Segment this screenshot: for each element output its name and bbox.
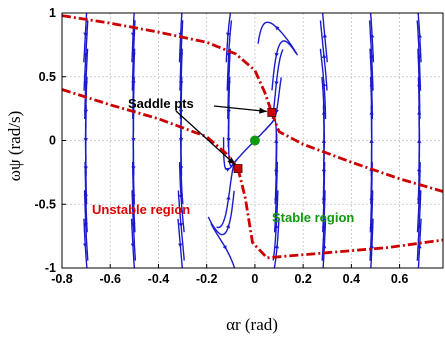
streamline-arrowhead: [222, 245, 227, 250]
streamline-arrowhead: [225, 223, 231, 229]
y-axis-label: ωψ (rad/s): [5, 111, 24, 181]
streamline-arrowhead: [274, 81, 279, 86]
x-tick-label: -0.4: [148, 272, 170, 286]
streamline-arrowhead: [226, 195, 231, 200]
equilibrium-points: [233, 108, 277, 173]
x-axis-label: αr (rad): [226, 315, 278, 334]
y-tick-label: -1: [45, 261, 56, 275]
streamline-arrowhead: [178, 243, 183, 248]
saddle-arrow-lower: [175, 110, 236, 166]
streamline-arrowhead: [225, 167, 231, 172]
separatrix-1: [236, 168, 443, 260]
y-tick-label: 1: [49, 6, 56, 20]
saddle-point-1: [267, 108, 277, 117]
x-tick-label: 0.2: [294, 272, 311, 286]
annotation-stable-region: Stable region: [272, 210, 354, 225]
streamline-arrowhead: [226, 53, 231, 58]
saddle-point-0: [233, 164, 243, 173]
separatrix-2: [62, 14, 274, 113]
streamline-arrowhead: [226, 32, 231, 37]
streamline-arrowhead: [322, 33, 328, 38]
streamline-arrowhead: [275, 26, 280, 31]
streamline-arrowhead: [417, 33, 422, 38]
y-tick-label: 0.5: [39, 70, 56, 84]
x-axis-ticks: -0.8 -0.6 -0.4 -0.2 0 0.2 0.4 0.6: [51, 264, 408, 286]
y-tick-label: 0: [49, 134, 56, 148]
saddle-arrow-upper: [213, 105, 267, 113]
streamline-arrowhead: [178, 32, 183, 37]
streamline-arrowhead: [370, 33, 375, 38]
streamline-arrowhead: [322, 53, 327, 59]
separatrix-3: [270, 112, 443, 193]
x-tick-label: 0: [251, 272, 258, 286]
streamline-arrowhead: [178, 222, 183, 228]
streamline-arrowhead: [274, 244, 280, 249]
annotation-saddle: Saddle pts: [128, 96, 194, 111]
annotation-arrows: [175, 105, 267, 166]
x-tick-label: -0.2: [196, 272, 218, 286]
x-tick-label: -0.6: [99, 272, 121, 286]
streamline-arrowhead: [321, 82, 327, 87]
x-tick-label: 0.6: [391, 272, 408, 286]
stable-point: [249, 135, 260, 146]
x-tick-label: -0.8: [51, 272, 73, 286]
y-tick-label: -0.5: [34, 197, 56, 211]
streamline-arrowhead: [274, 52, 279, 58]
separatrix-0: [62, 88, 240, 170]
separatrix-curves: [62, 14, 443, 260]
saddle-arrow-upper-head: [259, 107, 267, 114]
annotation-unstable-region: Unstable region: [92, 202, 190, 217]
streamline-arrowhead: [83, 32, 88, 37]
streamline-arrowhead: [274, 138, 279, 143]
x-tick-label: 0.4: [343, 272, 360, 286]
saddle-arrow-lower-head: [227, 157, 236, 165]
streamline-arrowhead: [131, 32, 136, 37]
y-axis-ticks: 1 0.5 0 -0.5 -1: [34, 6, 66, 275]
